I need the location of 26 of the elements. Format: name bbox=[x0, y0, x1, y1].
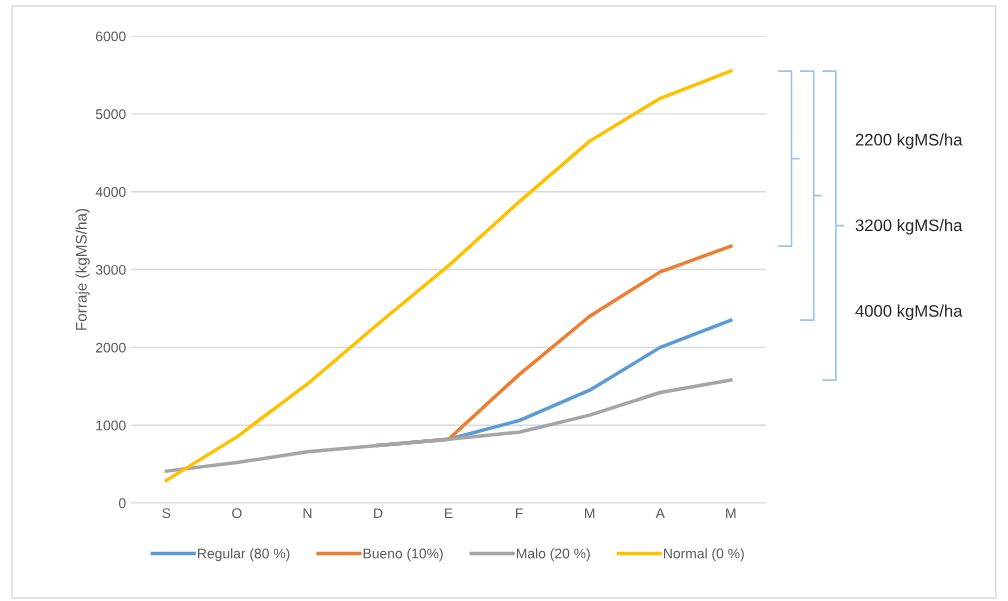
x-tick-label: F bbox=[516, 508, 523, 518]
line-series bbox=[164, 378, 733, 473]
legend-label: Bueno (10%) bbox=[363, 548, 443, 562]
x-tick-label: E bbox=[445, 508, 453, 518]
legend-label: Normal (0 %) bbox=[664, 548, 744, 562]
x-tick-label: S bbox=[162, 508, 171, 519]
x-tick-label: M bbox=[726, 508, 736, 518]
y-tick-label: 1000 bbox=[96, 420, 126, 431]
line-series bbox=[164, 69, 733, 483]
y-tick-label: 5000 bbox=[95, 109, 126, 120]
y-tick-label: 4000 bbox=[95, 187, 126, 197]
y-tick-label: 3000 bbox=[95, 264, 126, 275]
legend-label: Regular (80 %) bbox=[198, 548, 290, 562]
x-tick-label: D bbox=[374, 508, 383, 518]
x-tick-label: A bbox=[655, 508, 665, 518]
x-tick-label: N bbox=[303, 508, 312, 518]
x-tick-label: O bbox=[232, 508, 242, 519]
legend-label: Malo (20 %) bbox=[516, 548, 590, 562]
y-tick-label: 6000 bbox=[95, 31, 126, 42]
y-axis-title: Forraje (kgMS/ha) bbox=[75, 208, 90, 330]
x-tick-label: M bbox=[585, 508, 595, 518]
y-tick-label: 2000 bbox=[95, 342, 126, 353]
text: 3200 kgMS/ha bbox=[855, 218, 963, 235]
text: 2200 kgMS/ha bbox=[855, 133, 963, 149]
y-tick-label: 0 bbox=[119, 498, 126, 509]
text: 4000 kgMS/ha bbox=[855, 304, 963, 321]
